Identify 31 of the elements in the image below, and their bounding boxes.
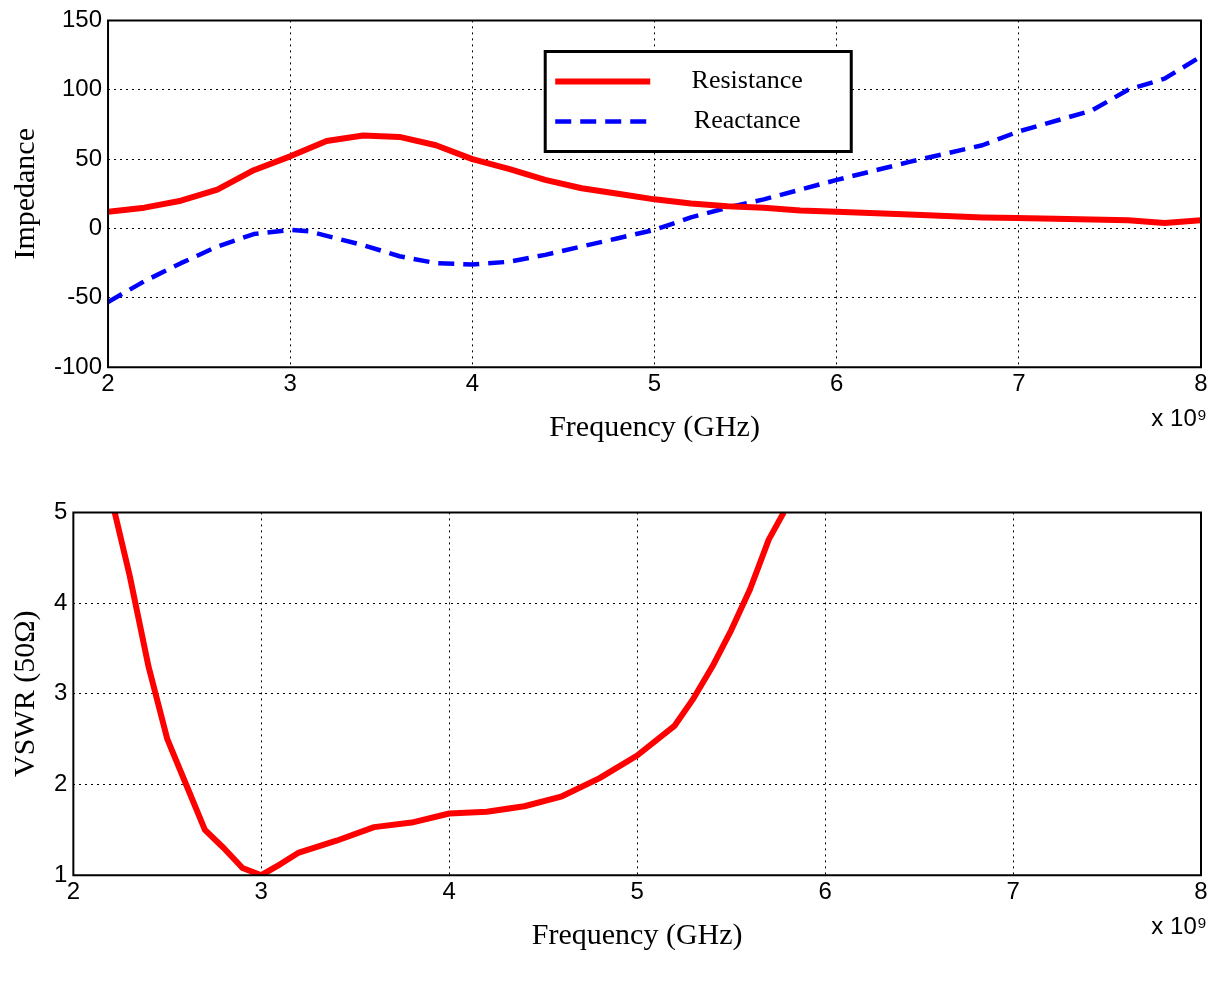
y-tick-label: 150: [61, 5, 103, 33]
y-tick-label: 2: [53, 769, 68, 797]
x-tick-label: 7: [1012, 369, 1026, 397]
y-axis-title: Impedance: [6, 128, 40, 260]
x-tick-label: 3: [283, 369, 297, 397]
x-tick-label: 6: [830, 369, 844, 397]
x-tick-label: 6: [818, 877, 832, 905]
y-tick-label: 3: [53, 678, 68, 706]
x-tick-label: 4: [465, 369, 480, 397]
y-tick-label: 4: [53, 587, 68, 615]
y-tick-label: 100: [61, 74, 103, 102]
x-tick-label: 8: [1194, 877, 1208, 905]
legend-label: Resistance: [691, 65, 803, 95]
y-tick-label: 1: [53, 859, 68, 887]
x-tick-label: 5: [630, 877, 644, 905]
text: x 10⁹: [1151, 911, 1207, 939]
y-axis-title: VSWR (50Ω): [6, 610, 41, 778]
x-tick-label: 4: [442, 877, 456, 905]
legend-label: Reactance: [693, 105, 801, 135]
y-tick-label: -50: [67, 282, 103, 310]
x-tick-label: 8: [1194, 369, 1208, 397]
x-axis-title: Frequency (GHz): [549, 408, 760, 443]
y-tick-label: -100: [53, 351, 103, 379]
y-tick-label: 50: [75, 143, 103, 171]
x-axis-title: Frequency (GHz): [531, 916, 743, 951]
y-tick-label: 0: [88, 213, 103, 241]
x-tick-label: 3: [254, 877, 268, 905]
y-tick-label: 5: [53, 497, 68, 525]
text: x 10⁹: [1151, 403, 1207, 431]
x-tick-label: 5: [647, 369, 662, 397]
x-tick-label: 7: [1006, 877, 1020, 905]
